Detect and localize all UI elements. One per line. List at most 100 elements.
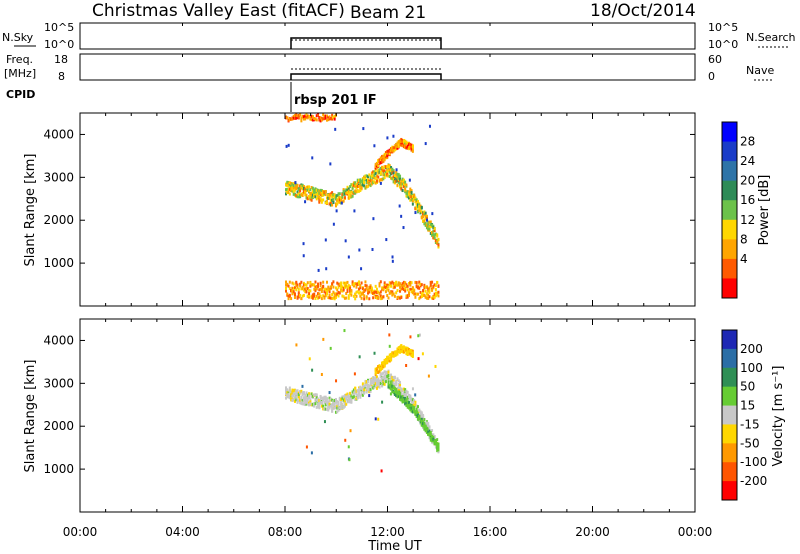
data-cell [342, 192, 345, 196]
data-cell [392, 171, 395, 175]
data-cell [386, 154, 389, 158]
data-cell [395, 168, 398, 172]
power-colorbar-label: Power [dB] [757, 175, 772, 246]
data-cell [370, 174, 373, 178]
data-cell [362, 127, 365, 131]
data-cell [297, 399, 300, 403]
data-cell [345, 397, 348, 401]
data-cell [427, 433, 430, 437]
data-cell [343, 393, 346, 397]
data-cell [408, 196, 410, 200]
data-cell [367, 175, 369, 179]
data-cell [404, 182, 407, 186]
data-cell [400, 395, 403, 399]
data-cell [373, 176, 376, 180]
data-cell [437, 284, 440, 288]
data-cell [375, 174, 378, 178]
data-cell [343, 296, 346, 300]
data-cell [346, 192, 349, 196]
y-tick-label: 1000 [43, 462, 74, 476]
data-cell [372, 296, 375, 300]
data-cell [338, 198, 341, 202]
data-cell [349, 289, 352, 293]
data-cell [374, 162, 377, 166]
data-cell [383, 374, 386, 378]
data-cell [304, 287, 307, 291]
data-cell [374, 371, 377, 375]
data-cell [335, 209, 338, 213]
data-cell [375, 162, 378, 166]
data-cell [392, 149, 395, 153]
data-cell [314, 187, 317, 191]
data-cell [410, 409, 413, 413]
data-cell [309, 281, 312, 285]
data-cell [429, 438, 432, 442]
data-cell [332, 399, 335, 403]
data-cell [390, 387, 393, 391]
data-cell [418, 286, 421, 290]
data-cell [397, 144, 400, 148]
data-cell [351, 191, 354, 195]
data-cell [310, 395, 313, 399]
data-cell [359, 186, 362, 190]
data-cell [401, 399, 404, 403]
data-cell [404, 397, 407, 401]
data-cell [310, 392, 313, 396]
data-cell [383, 176, 386, 180]
data-cell [418, 206, 421, 210]
data-cell [406, 143, 409, 147]
data-cell [383, 285, 386, 289]
data-cell [292, 286, 295, 290]
data-cell [344, 438, 347, 442]
data-cell [295, 193, 298, 197]
data-cell [370, 378, 373, 382]
data-cell [310, 118, 313, 122]
data-cell [372, 174, 375, 178]
data-cell [402, 139, 405, 143]
data-cell [388, 281, 391, 285]
data-cell [304, 283, 307, 287]
data-cell [317, 114, 320, 118]
data-cell [368, 182, 371, 186]
data-cell [388, 165, 391, 169]
data-cell [392, 375, 395, 379]
data-cell [392, 177, 395, 181]
data-cell [363, 297, 366, 301]
data-cell [425, 423, 428, 427]
data-cell [416, 285, 419, 289]
colorbar-tick-label: 20 [740, 174, 755, 188]
data-cell [300, 389, 303, 393]
data-cell [322, 113, 325, 117]
data-cell [341, 285, 344, 289]
data-cell [390, 281, 393, 285]
data-cell [300, 297, 303, 301]
data-cell [333, 401, 336, 405]
data-cell [305, 399, 308, 403]
data-cell [395, 172, 398, 176]
data-cell [384, 290, 387, 294]
data-cell [329, 296, 332, 300]
data-cell [428, 286, 431, 290]
data-cell [288, 186, 291, 190]
data-cell [352, 395, 355, 399]
data-cell [402, 180, 405, 184]
data-cell [427, 424, 430, 428]
colorbar-tick-label: -15 [740, 417, 760, 431]
data-cell [401, 345, 404, 349]
data-cell [402, 140, 405, 144]
data-cell [333, 193, 336, 197]
data-cell [416, 292, 419, 296]
data-cell [378, 161, 381, 165]
data-cell [323, 192, 326, 196]
data-cell [400, 393, 403, 397]
data-cell [431, 223, 434, 227]
data-cell [378, 382, 381, 386]
data-cell [318, 195, 321, 199]
data-cell [378, 369, 381, 373]
data-cell [320, 189, 323, 193]
data-cell [377, 290, 380, 294]
data-cell [354, 191, 357, 195]
data-cell [379, 178, 382, 182]
data-cell [395, 177, 398, 181]
data-cell [369, 288, 372, 292]
